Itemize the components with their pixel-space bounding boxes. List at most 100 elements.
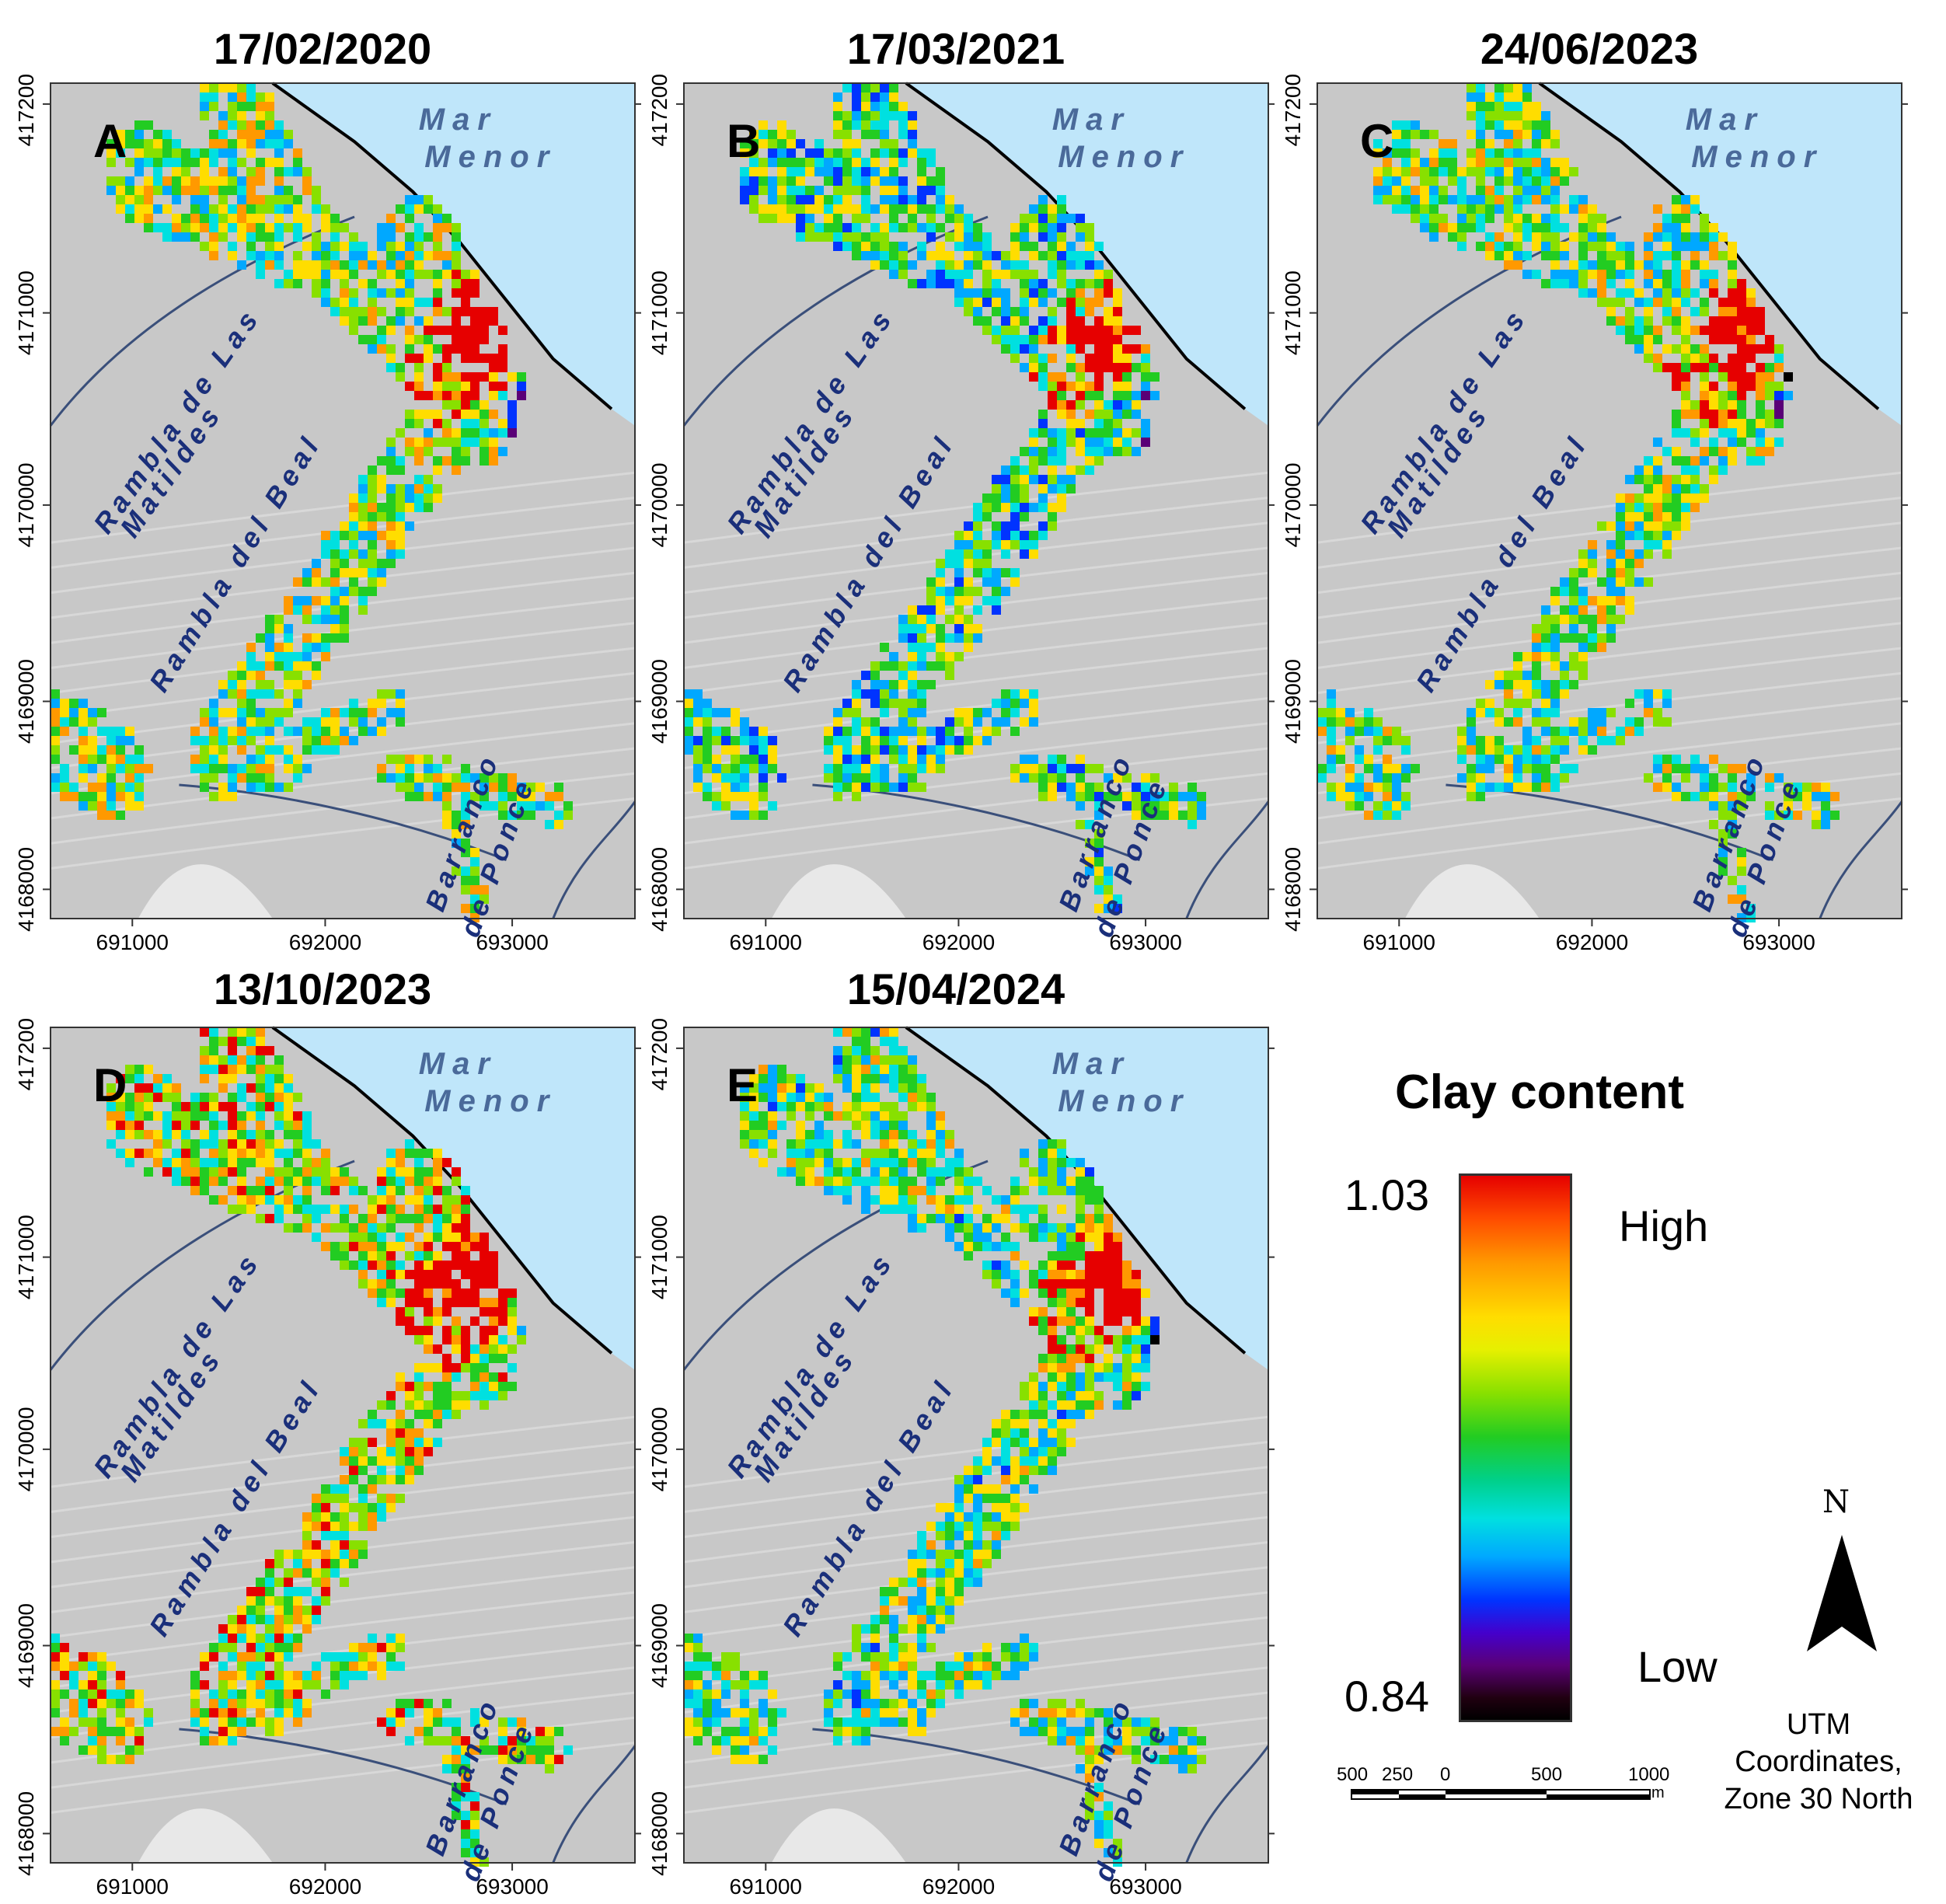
clay-pixel [1681, 326, 1690, 335]
clay-pixel [246, 1717, 256, 1727]
clay-pixel [805, 1102, 814, 1111]
clay-pixel [507, 1382, 517, 1391]
clay-pixel [106, 186, 116, 195]
clay-pixel [349, 549, 358, 559]
clay-pixel [349, 1186, 358, 1195]
clay-pixel [1681, 354, 1690, 363]
clay-pixel [414, 1699, 424, 1708]
clay-pixel [246, 204, 256, 214]
clay-pixel [1616, 727, 1625, 736]
clay-pixel [898, 745, 908, 755]
clay-pixel [1634, 512, 1644, 521]
clay-pixel [377, 764, 386, 773]
clay-pixel [228, 1139, 237, 1149]
clay-pixel [368, 727, 377, 736]
clay-pixel [1774, 410, 1784, 419]
clay-pixel [749, 727, 759, 736]
clay-pixel [1048, 764, 1057, 773]
clay-pixel [442, 344, 452, 354]
clay-pixel [917, 652, 926, 661]
clay-pixel [898, 680, 908, 689]
clay-pixel [1625, 242, 1634, 251]
clay-pixel [1085, 232, 1094, 242]
clay-pixel [1494, 120, 1504, 130]
clay-pixel [1466, 204, 1476, 214]
clay-pixel [1001, 1205, 1010, 1214]
clay-pixel [1411, 204, 1420, 214]
clay-pixel [461, 1811, 470, 1820]
clay-pixel [144, 1717, 153, 1727]
clay-pixel [1038, 531, 1048, 540]
clay-pixel [1644, 326, 1653, 335]
clay-pixel [470, 1298, 480, 1307]
clay-pixel [461, 354, 470, 363]
clay-pixel [1010, 1223, 1020, 1233]
clay-pixel [1737, 792, 1746, 801]
clay-pixel [1476, 158, 1485, 167]
clay-pixel [414, 382, 424, 391]
clay-pixel [1466, 130, 1476, 139]
clay-pixel [358, 335, 368, 344]
clay-pixel [461, 410, 470, 419]
clay-pixel [293, 1149, 302, 1158]
clay-pixel [190, 1717, 200, 1727]
clay-pixel [1728, 410, 1737, 419]
clay-pixel [144, 120, 153, 130]
clay-pixel [265, 689, 274, 699]
clay-pixel [377, 1186, 386, 1195]
clay-pixel [1672, 503, 1681, 512]
clay-pixel [228, 186, 237, 195]
clay-pixel [349, 326, 358, 335]
y-tick-label: 4170000 [14, 1407, 38, 1491]
clay-pixel [768, 801, 777, 811]
clay-pixel [1550, 158, 1560, 167]
clay-pixel [153, 1139, 162, 1149]
clay-pixel [358, 549, 368, 559]
clay-pixel [134, 1083, 144, 1093]
clay-pixel [489, 1344, 498, 1354]
clay-pixel [973, 624, 982, 633]
clay-pixel [1010, 242, 1020, 251]
clay-pixel [1578, 671, 1588, 680]
clay-pixel [964, 559, 973, 568]
clay-pixel [424, 1410, 433, 1419]
clay-pixel [1550, 736, 1560, 745]
clay-pixel [321, 1149, 330, 1158]
clay-pixel [349, 1438, 358, 1447]
clay-pixel [1094, 1242, 1104, 1251]
clay-pixel [796, 1093, 805, 1102]
clay-pixel [880, 680, 889, 689]
clay-pixel [945, 1130, 954, 1139]
clay-pixel [88, 1680, 97, 1690]
clay-pixel [358, 1456, 368, 1466]
clay-pixel [1541, 615, 1550, 624]
clay-pixel [1476, 83, 1485, 92]
clay-pixel [1048, 1279, 1057, 1289]
clay-pixel [880, 736, 889, 745]
clay-pixel [424, 1363, 433, 1372]
clay-pixel [97, 1755, 106, 1764]
clay-pixel [424, 195, 433, 204]
clay-pixel [842, 204, 852, 214]
clay-pixel [153, 148, 162, 158]
clay-pixel [1001, 503, 1010, 512]
clay-pixel [405, 1419, 414, 1428]
clay-pixel [1653, 521, 1662, 531]
clay-pixel [377, 1223, 386, 1233]
clay-pixel [256, 102, 265, 111]
clay-pixel [1532, 232, 1541, 242]
clay-pixel [368, 577, 377, 587]
clay-pixel [768, 1065, 777, 1074]
clay-pixel [1541, 223, 1550, 232]
clay-pixel [256, 755, 265, 764]
clay-pixel [926, 1102, 936, 1111]
clay-pixel [246, 232, 256, 242]
clay-pixel [1532, 633, 1541, 643]
clay-pixel [1057, 260, 1066, 270]
clay-pixel [209, 773, 218, 783]
clay-pixel [302, 260, 312, 270]
clay-pixel [1448, 148, 1457, 158]
clay-pixel [218, 708, 228, 717]
clay-pixel [982, 288, 992, 298]
clay-pixel [1709, 242, 1718, 251]
